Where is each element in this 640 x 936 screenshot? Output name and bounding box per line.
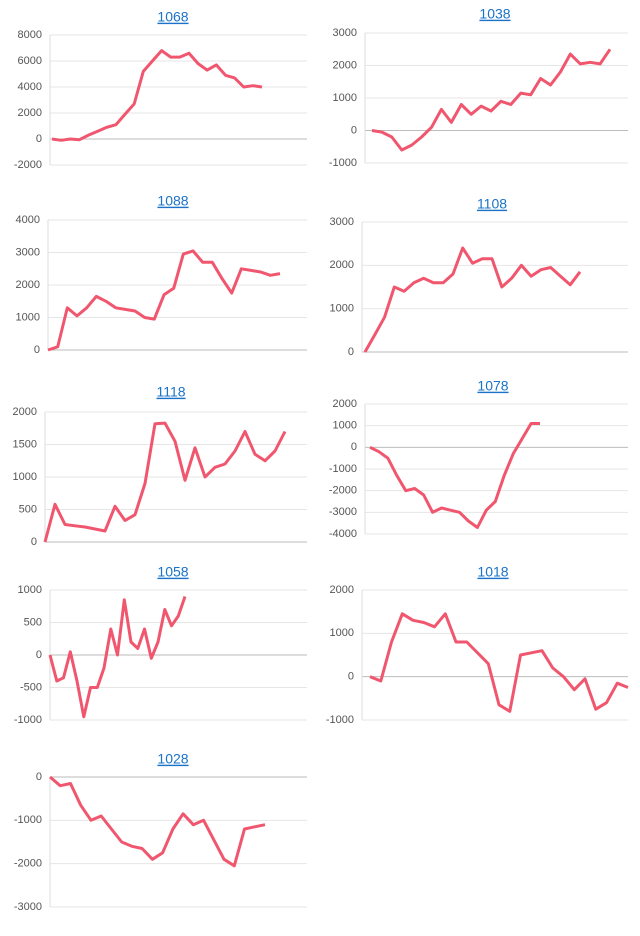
y-tick-label: 2000	[333, 59, 357, 71]
y-tick-label: 0	[36, 649, 42, 661]
y-tick-label: 1500	[13, 438, 37, 450]
y-tick-label: -1000	[329, 157, 357, 169]
y-tick-label: -2000	[329, 485, 357, 497]
y-tick-label: 0	[351, 124, 357, 136]
y-tick-label: 1000	[333, 92, 357, 104]
data-line	[49, 775, 266, 868]
y-tick-label: 1000	[16, 311, 40, 323]
chart-title[interactable]: 1108	[477, 196, 507, 212]
y-tick-label: 0	[34, 344, 40, 356]
y-tick-label: 4000	[18, 81, 42, 93]
y-tick-label: 3000	[330, 216, 354, 228]
y-tick-label: 1000	[333, 420, 357, 432]
chart-title[interactable]: 1038	[479, 6, 510, 22]
y-tick-label: 2000	[16, 279, 40, 291]
y-tick-label: 0	[348, 346, 354, 358]
chart-title[interactable]: 1118	[156, 384, 185, 400]
chart-title[interactable]: 1088	[157, 193, 188, 209]
y-tick-label: 1000	[330, 627, 354, 639]
data-line	[371, 48, 612, 152]
chart-title[interactable]: 1018	[477, 564, 508, 580]
y-tick-label: -1000	[14, 814, 42, 826]
y-tick-label: 0	[31, 536, 37, 548]
y-tick-label: 2000	[333, 398, 357, 410]
y-tick-label: 3000	[333, 27, 357, 39]
y-tick-label: 1000	[330, 303, 354, 315]
data-line	[363, 246, 582, 353]
y-tick-label: 4000	[16, 214, 40, 226]
y-tick-label: 2000	[330, 584, 354, 596]
data-line	[43, 421, 287, 543]
data-line	[369, 612, 629, 713]
chart-title[interactable]: 1028	[157, 751, 188, 767]
data-line	[369, 422, 540, 529]
y-tick-label: -3000	[14, 901, 42, 913]
y-tick-label: -4000	[329, 528, 357, 540]
y-tick-label: 0	[351, 441, 357, 453]
data-line	[47, 249, 281, 352]
data-line	[48, 596, 187, 719]
y-tick-label: -2000	[14, 858, 42, 870]
chart-title[interactable]: 1078	[477, 378, 508, 394]
chart-title[interactable]: 1058	[157, 564, 188, 580]
y-tick-label: -3000	[329, 506, 357, 518]
y-tick-label: -500	[20, 681, 42, 693]
y-tick-label: -1000	[326, 714, 354, 726]
y-tick-label: -2000	[14, 159, 42, 171]
y-tick-label: -1000	[329, 463, 357, 475]
y-tick-label: 8000	[18, 29, 42, 41]
y-tick-label: 0	[36, 771, 42, 783]
y-tick-label: 1000	[13, 471, 37, 483]
y-tick-label: 2000	[330, 259, 354, 271]
y-tick-label: 500	[19, 503, 37, 515]
y-tick-label: 500	[24, 616, 42, 628]
y-tick-label: 2000	[13, 406, 37, 418]
data-line	[51, 49, 263, 142]
chart-title[interactable]: 1068	[157, 9, 188, 25]
y-tick-label: 6000	[18, 55, 42, 67]
y-tick-label: 2000	[18, 107, 42, 119]
y-tick-label: -1000	[14, 714, 42, 726]
y-tick-label: 0	[36, 133, 42, 145]
y-tick-label: 1000	[18, 584, 42, 596]
y-tick-label: 0	[348, 671, 354, 683]
y-tick-label: 3000	[16, 246, 40, 258]
